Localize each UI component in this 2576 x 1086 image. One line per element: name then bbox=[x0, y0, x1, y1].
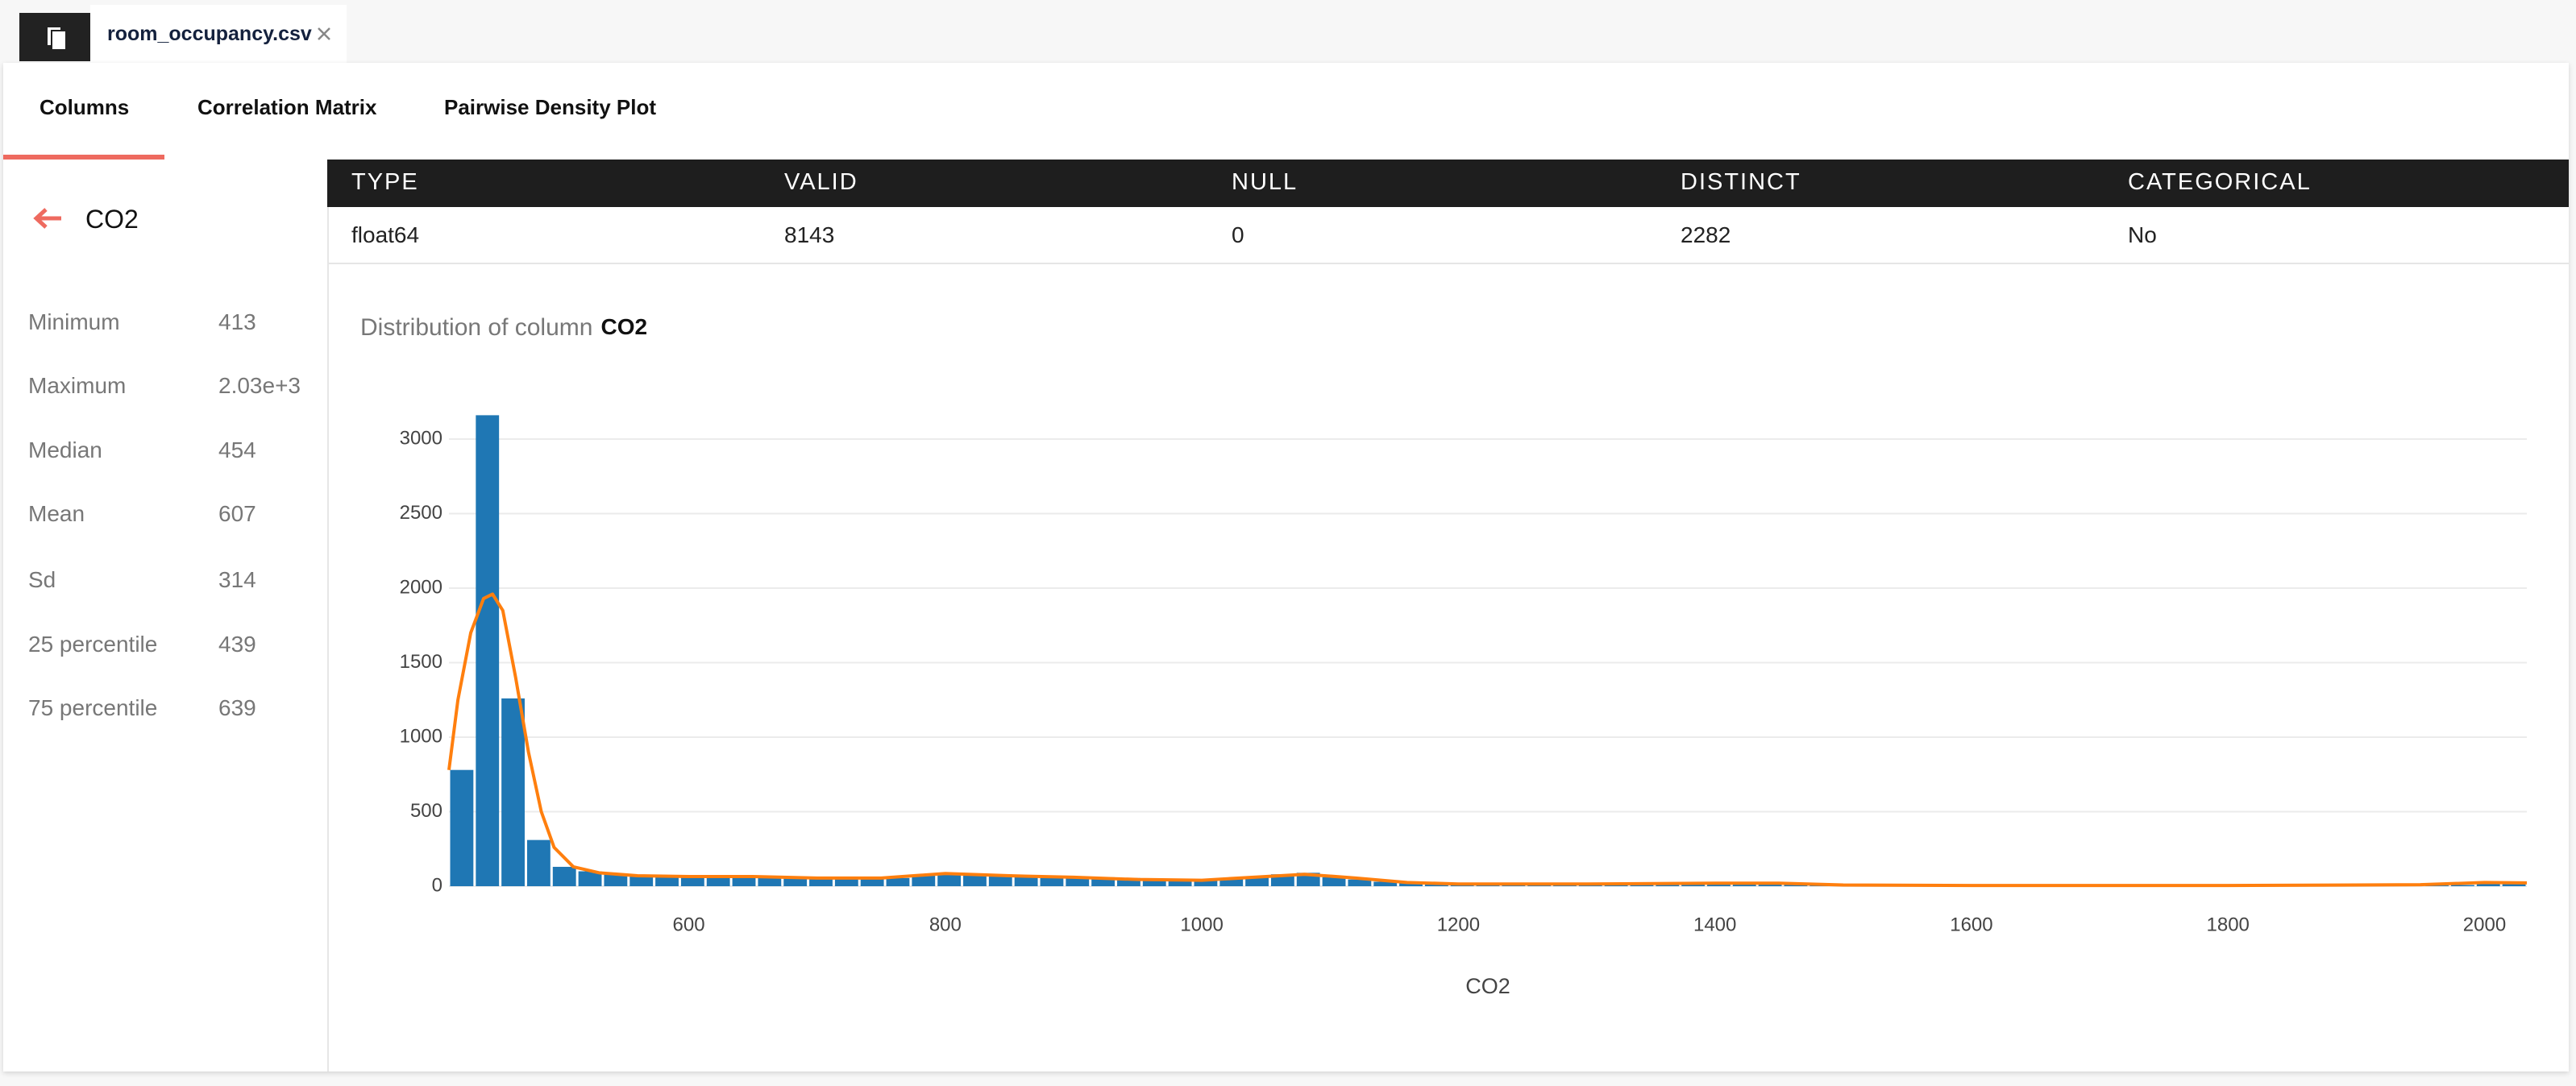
histogram-bar bbox=[1168, 879, 1192, 886]
histogram-bar bbox=[732, 876, 756, 886]
stat-value: 639 bbox=[218, 695, 256, 720]
y-tick-label: 1500 bbox=[400, 651, 442, 673]
histogram-bar bbox=[1194, 879, 1218, 886]
histogram-bar bbox=[655, 876, 679, 886]
table-header-cell: TYPE bbox=[351, 169, 419, 195]
histogram-bar bbox=[1091, 877, 1116, 886]
histogram-bar bbox=[886, 877, 910, 886]
stat-label: Median bbox=[28, 437, 102, 462]
icon bbox=[46, 26, 67, 51]
y-tick-label: 2500 bbox=[400, 502, 442, 524]
histogram-bar bbox=[578, 871, 602, 886]
tab[interactable]: Correlation Matrix bbox=[197, 95, 377, 119]
histogram-bar bbox=[2451, 885, 2474, 886]
stat-label: Mean bbox=[28, 501, 85, 526]
histogram-bar bbox=[1117, 877, 1141, 886]
close-icon[interactable] bbox=[316, 26, 332, 42]
tab[interactable]: Pairwise Density Plot bbox=[444, 95, 656, 119]
histogram-bar bbox=[604, 873, 628, 886]
x-tick-label: 2000 bbox=[2463, 914, 2506, 935]
table-cell: 0 bbox=[1232, 222, 1244, 247]
histogram-bar bbox=[450, 769, 474, 886]
y-tick-label: 2000 bbox=[400, 576, 442, 598]
histogram-bar bbox=[912, 875, 936, 886]
histogram-bar bbox=[1630, 884, 1654, 886]
x-tick-label: 1600 bbox=[1950, 914, 1992, 935]
file-name[interactable]: room_occupancy.csv bbox=[107, 23, 312, 45]
table-cell: 2282 bbox=[1681, 222, 1731, 247]
histogram-bar bbox=[1656, 884, 1680, 886]
title-text: Distribution of column bbox=[360, 314, 592, 341]
stat-label: 25 percentile bbox=[28, 632, 158, 657]
table-header-cell: VALID bbox=[784, 169, 858, 195]
table-cell: 8143 bbox=[784, 222, 835, 247]
histogram-bar bbox=[501, 698, 525, 886]
histogram-bar bbox=[860, 878, 884, 886]
stat-label: 75 percentile bbox=[28, 695, 158, 720]
y-tick-label: 0 bbox=[432, 874, 442, 896]
stat-value: 2.03e+3 bbox=[218, 373, 301, 398]
histogram-bar bbox=[1424, 884, 1448, 886]
panel bbox=[3, 63, 2569, 1071]
histogram-bar bbox=[526, 839, 551, 886]
x-tick-label: 600 bbox=[673, 914, 705, 935]
table-cell: float64 bbox=[351, 222, 420, 247]
stat-value: 413 bbox=[218, 309, 256, 334]
table-header-cell: NULL bbox=[1232, 169, 1298, 195]
stat-label: Sd bbox=[28, 567, 56, 592]
histogram-bar bbox=[1399, 883, 1423, 886]
histogram-bar bbox=[2476, 884, 2500, 886]
histogram-bar bbox=[1681, 884, 1706, 886]
stat-label: Maximum bbox=[28, 373, 127, 398]
histogram-bar bbox=[476, 415, 500, 886]
chart: Distribution of column CO2 CO2 0 500 1000 15… bbox=[360, 314, 2528, 998]
back-arrow[interactable] bbox=[32, 206, 64, 230]
stat-value: 607 bbox=[218, 501, 256, 526]
histogram-bar bbox=[680, 876, 704, 886]
x-tick-label: 1200 bbox=[1437, 914, 1480, 935]
x-tick-label: 1800 bbox=[2207, 914, 2250, 935]
y-tick-label: 3000 bbox=[400, 427, 442, 449]
histogram-bar bbox=[1604, 885, 1628, 886]
x-tick-label: 1000 bbox=[1180, 914, 1223, 935]
density-line bbox=[447, 592, 2528, 888]
histogram-bar bbox=[629, 875, 654, 886]
x-tick-label: 1400 bbox=[1693, 914, 1736, 935]
histogram-bar bbox=[963, 873, 987, 886]
stat-value: 439 bbox=[218, 632, 256, 657]
histogram-bar bbox=[809, 877, 833, 886]
table-header-cell: CATEGORICAL bbox=[2128, 169, 2312, 195]
stat-value: 314 bbox=[218, 567, 256, 592]
histogram-bar bbox=[1142, 878, 1166, 886]
histogram-bar bbox=[1322, 877, 1346, 886]
stat-label: Minimum bbox=[28, 309, 120, 334]
table-border bbox=[327, 263, 2569, 264]
histogram-bar bbox=[2425, 885, 2449, 886]
chart-title: Distribution of column CO2 bbox=[360, 314, 647, 341]
column-name: CO2 bbox=[85, 205, 139, 234]
title-emphasis: CO2 bbox=[600, 314, 647, 339]
tab[interactable]: Columns bbox=[39, 95, 130, 119]
histogram-bar bbox=[1707, 883, 1730, 886]
x-tick-label: 800 bbox=[929, 914, 962, 935]
histogram-bar bbox=[834, 877, 858, 886]
histogram-bar bbox=[1219, 877, 1244, 886]
stat-value: 454 bbox=[218, 437, 256, 462]
table-cell: No bbox=[2128, 222, 2157, 247]
table-header bbox=[327, 160, 2569, 207]
app-icon[interactable] bbox=[19, 13, 90, 61]
histogram-bar bbox=[1373, 881, 1398, 886]
histogram-bar bbox=[1348, 879, 1372, 886]
y-tick-label: 500 bbox=[410, 800, 442, 822]
table-header-cell: DISTINCT bbox=[1681, 169, 1801, 195]
histogram-bar bbox=[706, 876, 730, 886]
divider bbox=[327, 160, 329, 1071]
histogram-bar bbox=[937, 873, 962, 886]
y-tick-label: 1000 bbox=[400, 725, 442, 747]
tab-underline bbox=[3, 155, 164, 160]
histogram-bar bbox=[552, 866, 576, 886]
file-tab[interactable] bbox=[90, 5, 347, 63]
x-axis-label: CO2 bbox=[1465, 974, 1510, 998]
